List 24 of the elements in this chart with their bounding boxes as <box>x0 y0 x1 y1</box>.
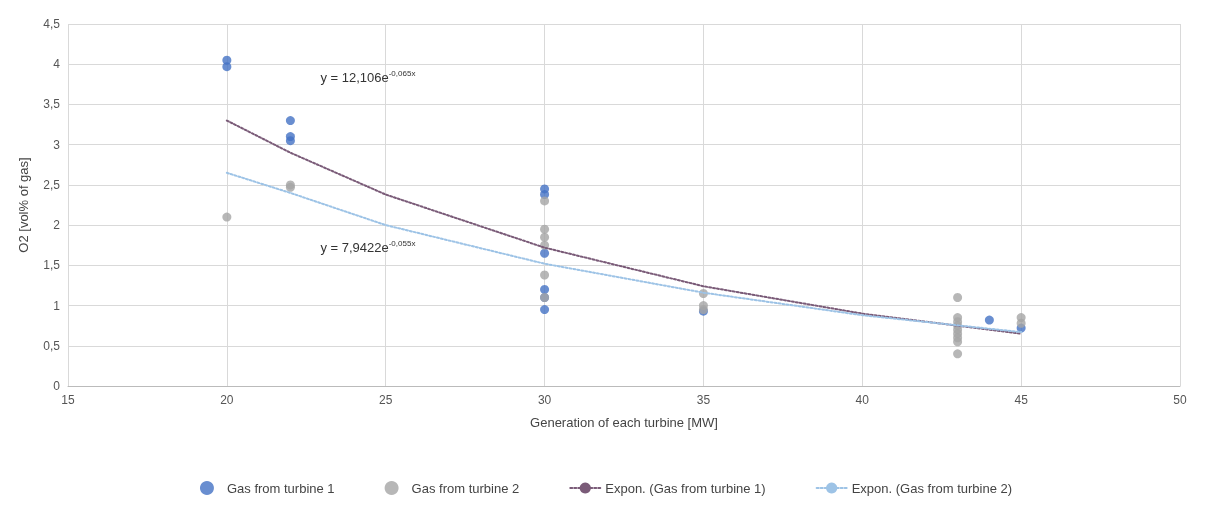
x-tick-label: 25 <box>379 393 393 407</box>
y-tick-label: 1,5 <box>43 258 61 273</box>
legend-label: Expon. (Gas from turbine 2) <box>851 480 1013 496</box>
x-tick-label: 15 <box>61 393 75 407</box>
x-tick-label: 35 <box>696 393 711 407</box>
x-axis-title: Generation of each turbine [MW] <box>530 415 718 430</box>
x-tick-label: 40 <box>855 393 870 407</box>
y-tick-label: 1 <box>53 298 61 313</box>
y-tick-label: 4,5 <box>43 17 61 31</box>
y-tick-label: 2 <box>53 218 61 233</box>
y-tick-label: 2,5 <box>43 177 61 192</box>
x-tick-label: 50 <box>1173 393 1187 407</box>
y-tick-label: 0 <box>53 379 61 393</box>
y-tick-label: 0,5 <box>43 338 61 353</box>
y-tick-label: 4 <box>53 57 61 72</box>
legend-label: Gas from turbine 1 <box>226 480 335 496</box>
y-axis-title: O2 [vol% of gas] <box>16 157 31 253</box>
y-tick-label: 3 <box>53 137 61 152</box>
x-tick-label: 20 <box>220 393 234 407</box>
y-tick-label: 3,5 <box>43 97 61 112</box>
x-tick-label: 45 <box>1014 393 1029 407</box>
x-tick-label: 30 <box>537 393 552 407</box>
legend-label: Expon. (Gas from turbine 1) <box>605 480 766 496</box>
legend-label: Gas from turbine 2 <box>411 480 520 496</box>
